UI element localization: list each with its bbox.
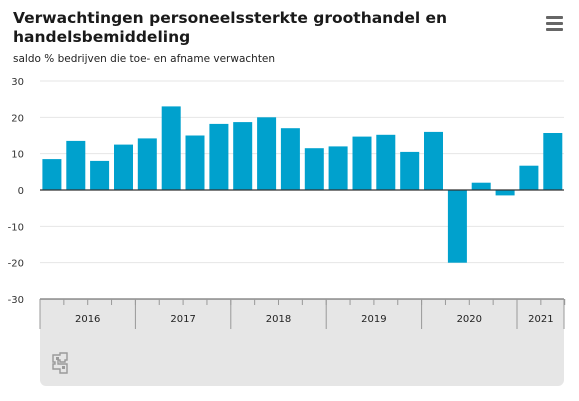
bar (447, 190, 467, 263)
y-tick-label: 0 (18, 186, 24, 197)
bar-chart: 30 20 10 0 -10 -20 -30 2016 2017 2018 2019 2020 2021 (8, 77, 566, 346)
bar (257, 117, 277, 190)
bar (161, 106, 181, 190)
bar (90, 160, 110, 190)
x-year-label: 2021 (528, 314, 553, 325)
x-year-label: 2018 (266, 314, 291, 325)
bar (280, 128, 300, 190)
y-tick-label: 20 (11, 113, 24, 124)
bar (137, 138, 157, 190)
bar (376, 134, 396, 190)
y-tick-label: 30 (11, 77, 24, 88)
hamburger-menu-icon[interactable] (546, 16, 563, 31)
x-year-label: 2019 (361, 314, 386, 325)
bar (328, 146, 348, 190)
bar (42, 159, 62, 190)
x-year-label: 2017 (170, 314, 195, 325)
y-tick-label: -30 (8, 295, 24, 306)
y-tick-label: -10 (8, 222, 24, 233)
bar (519, 165, 539, 190)
bar (495, 190, 515, 196)
x-year-label: 2016 (75, 314, 100, 325)
bar (209, 123, 229, 190)
y-tick-label: 10 (11, 150, 24, 161)
chart-title: Verwachtingen personeelssterkte groothan… (13, 9, 448, 46)
cbs-logo-icon (52, 352, 68, 374)
x-year-label: 2020 (457, 314, 482, 325)
bar (304, 148, 324, 190)
bar (352, 136, 372, 190)
bar (66, 140, 86, 190)
bar (471, 182, 491, 190)
bar (114, 144, 133, 190)
bar (424, 131, 443, 190)
y-tick-label: -20 (8, 259, 24, 270)
x-axis-band (40, 299, 564, 346)
bar (543, 133, 563, 190)
bar (185, 135, 205, 190)
bar (233, 122, 253, 190)
chart-footer (40, 346, 564, 386)
bar (400, 151, 420, 190)
chart-subtitle: saldo % bedrijven die toe- en afname ver… (13, 53, 276, 65)
